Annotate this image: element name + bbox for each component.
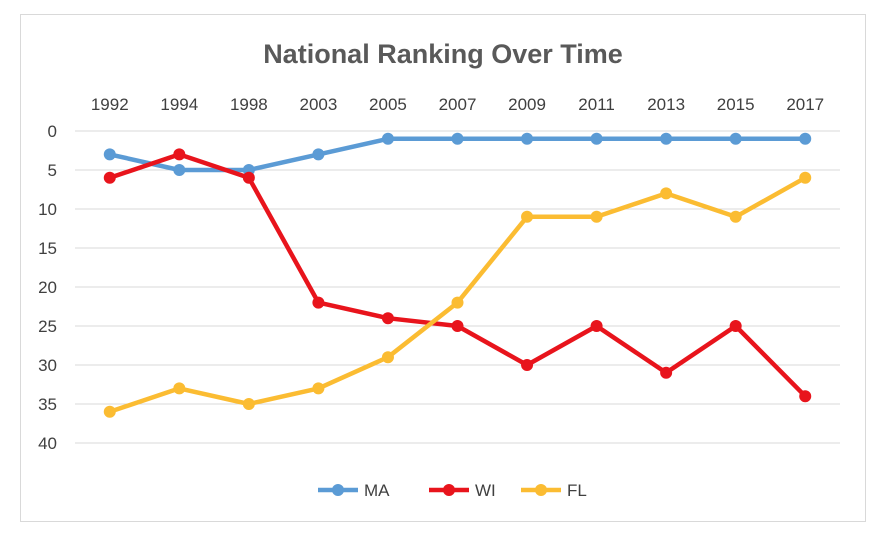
data-point (799, 171, 812, 184)
data-point (521, 210, 534, 223)
data-point (242, 398, 255, 410)
data-point (381, 351, 394, 364)
data-point (799, 132, 812, 145)
x-tick-label: 2005 (369, 95, 407, 114)
data-point (660, 366, 673, 379)
y-tick-label: 40 (38, 434, 57, 453)
data-point (590, 210, 603, 223)
y-tick-label: 5 (48, 161, 57, 180)
series-line (107, 152, 808, 399)
x-tick-label: 2017 (786, 95, 824, 114)
x-tick-label: 2007 (439, 95, 477, 114)
legend-swatch-marker (443, 484, 455, 496)
data-point (799, 390, 812, 403)
x-tick-label: 2015 (717, 95, 755, 114)
data-point (521, 132, 534, 145)
data-point (173, 148, 186, 161)
x-tick-label: 2009 (508, 95, 546, 114)
legend-label: WI (475, 481, 496, 500)
data-point (660, 132, 673, 145)
data-point (381, 312, 394, 325)
data-point (451, 132, 464, 145)
x-tick-label: 2003 (299, 95, 337, 114)
series-lines (103, 132, 812, 418)
legend-label: MA (364, 481, 390, 500)
y-tick-label: 30 (38, 356, 57, 375)
legend-item-fl: FL (521, 481, 587, 500)
y-tick-label: 20 (38, 278, 57, 297)
data-point (173, 382, 186, 395)
y-tick-label: 35 (38, 395, 57, 414)
x-tick-label: 2013 (647, 95, 685, 114)
y-tick-label: 15 (38, 239, 57, 258)
data-point (729, 132, 742, 145)
legend-swatch-marker (332, 484, 344, 496)
legend-item-ma: MA (318, 481, 390, 500)
data-point (381, 132, 394, 145)
y-tick-label: 10 (38, 200, 57, 219)
data-point (451, 320, 464, 332)
data-point (729, 210, 742, 223)
data-point (103, 148, 116, 161)
x-axis-ticks: 1992 1994 1998 2003 2005 2007 2009 2011 2013 2015… (91, 95, 824, 114)
data-point (729, 320, 742, 332)
y-tick-label: 0 (48, 122, 57, 141)
x-tick-label: 1994 (160, 95, 198, 114)
data-point (173, 164, 186, 176)
data-point (590, 132, 603, 145)
gridlines (75, 130, 840, 444)
data-point (660, 187, 673, 200)
data-point (312, 382, 325, 395)
chart-title: National Ranking Over Time (263, 39, 623, 69)
data-point (451, 296, 464, 309)
series-wi (103, 148, 812, 403)
legend: MA WI FL (318, 481, 587, 500)
legend-swatch-marker (535, 484, 547, 496)
data-point (103, 405, 116, 418)
data-point (103, 171, 116, 184)
x-tick-label: 1992 (91, 95, 129, 114)
legend-item-wi: WI (429, 481, 496, 500)
x-tick-label: 1998 (230, 95, 268, 114)
data-point (590, 320, 603, 332)
x-tick-label: 2011 (578, 95, 615, 114)
series-line (107, 175, 808, 415)
chart-frame (20, 14, 866, 522)
series-fl (103, 171, 812, 418)
y-tick-label: 25 (38, 317, 57, 336)
data-point (242, 171, 255, 184)
data-point (312, 148, 325, 161)
legend-label: FL (567, 481, 587, 500)
y-axis-ticks: 0 5 10 15 20 25 30 35 40 (38, 122, 57, 453)
data-point (312, 296, 325, 309)
data-point (521, 359, 534, 371)
